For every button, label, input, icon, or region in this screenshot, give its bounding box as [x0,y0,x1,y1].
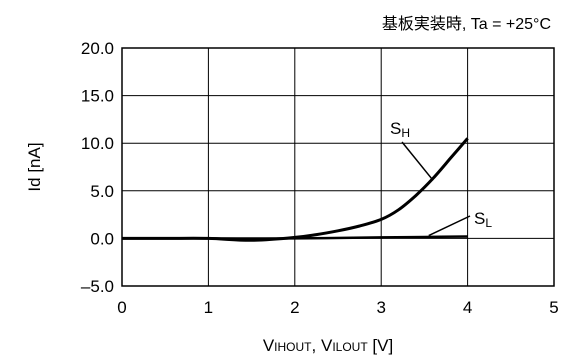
chart-title: 基板実装時, Ta = +25°C [382,15,551,33]
y-tick-label: 20.0 [81,39,114,58]
y-tick-label: 0.0 [90,229,114,248]
series-label-SH: SH [390,119,410,140]
y-tick-label: 5.0 [90,182,114,201]
x-axis-label: VIHOUT, VILOUT [V] [263,336,393,355]
series-label-SL: SL [474,209,492,230]
x-tick-label: 5 [549,298,558,317]
leader-line-SL [428,215,471,237]
x-tick-labels: 0 1 2 3 4 5 [117,298,558,317]
series-labels: SH SL [390,119,492,237]
x-tick-label: 4 [463,298,472,317]
x-tick-label: 0 [117,298,126,317]
leader-line-SH [401,141,434,181]
y-tick-label: –5.0 [81,277,114,296]
y-tick-labels: 20.0 15.0 10.0 5.0 0.0 –5.0 [81,39,114,296]
x-tick-label: 3 [376,298,385,317]
y-axis-label: Id [nA] [25,142,44,191]
x-tick-label: 2 [290,298,299,317]
series-group [122,137,469,242]
y-tick-label: 10.0 [81,134,114,153]
plot-frame [121,47,555,287]
y-tick-label: 15.0 [81,87,114,106]
series-line-SL [122,235,468,240]
x-tick-label: 1 [204,298,213,317]
grid [122,48,554,286]
